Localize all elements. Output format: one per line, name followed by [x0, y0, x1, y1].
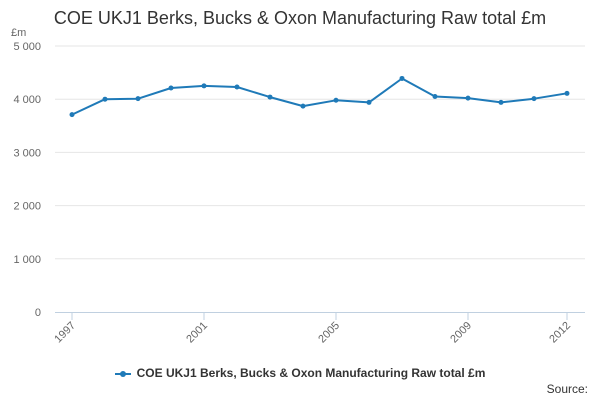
x-tick-label: 2012 — [547, 320, 573, 346]
chart-title: COE UKJ1 Berks, Bucks & Oxon Manufacturi… — [53, 8, 547, 28]
data-point — [234, 84, 240, 90]
data-point — [168, 85, 174, 91]
legend-series-label: COE UKJ1 Berks, Bucks & Oxon Manufacturi… — [136, 366, 486, 380]
data-point — [465, 95, 471, 101]
legend-marker-icon — [119, 370, 126, 377]
y-tick-label: 5 000 — [13, 41, 41, 53]
series-layer — [69, 75, 570, 118]
tick-labels: 0 1 000 2 000 3 000 4 000 5 000 1997 2001 2005 20… — [13, 41, 573, 345]
y-tick-label: 1 000 — [13, 254, 41, 266]
data-point — [333, 97, 339, 103]
data-point — [399, 75, 405, 81]
x-tick-label: 1997 — [52, 320, 78, 346]
x-tick-label: 2005 — [316, 320, 342, 346]
data-point — [531, 96, 537, 102]
data-point — [564, 90, 570, 96]
data-point — [135, 96, 141, 102]
grid-lines — [55, 45, 585, 260]
x-tick-label: 2009 — [448, 320, 474, 346]
data-point — [267, 94, 273, 100]
data-point — [102, 96, 108, 102]
axes — [55, 312, 585, 320]
series-line — [71, 77, 568, 116]
data-point — [300, 103, 306, 109]
y-axis-unit-label: £m — [11, 27, 27, 39]
legend[interactable]: COE UKJ1 Berks, Bucks & Oxon Manufacturi… — [0, 366, 600, 380]
data-point — [69, 112, 75, 118]
legend-line-icon — [114, 370, 131, 377]
data-point — [432, 94, 438, 100]
data-point — [201, 83, 207, 89]
data-point — [498, 99, 504, 105]
y-tick-label: 3 000 — [13, 147, 41, 159]
source-label: Source: — [546, 382, 588, 396]
x-tick-label: 2001 — [184, 320, 210, 346]
y-tick-label: 4 000 — [13, 94, 41, 106]
y-tick-label: 2 000 — [13, 201, 41, 213]
data-point — [366, 99, 372, 105]
y-tick-label: 0 — [35, 307, 41, 319]
